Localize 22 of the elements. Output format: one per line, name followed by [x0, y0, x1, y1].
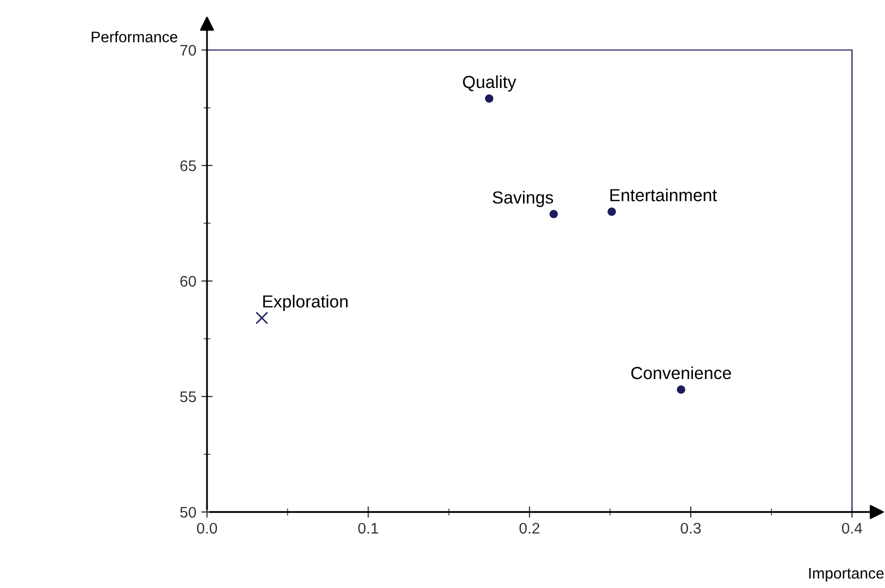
x-tick-label: 0.2 [519, 522, 540, 534]
annotation: Exploration [263, 294, 348, 312]
point [608, 208, 616, 216]
x-tick-label: 0.1 [358, 522, 378, 534]
y-tick-label: 50 [180, 506, 196, 518]
y-tick-label: 60 [180, 276, 196, 287]
x-tick-label: 0.0 [196, 522, 218, 534]
x-axis-title: Importance [809, 568, 884, 582]
y-axis-title: Performance [92, 31, 178, 42]
annotation: Savings [492, 190, 554, 208]
x-tick-label: 0.3 [680, 522, 701, 534]
annotation: Convenience [631, 366, 731, 380]
annotation: Entertainment [610, 188, 717, 202]
y-tick-label: 65 [180, 160, 196, 172]
y-tick-label: 70 [180, 44, 196, 56]
point [676, 385, 686, 394]
point [485, 94, 494, 103]
point [550, 210, 558, 218]
point [256, 312, 268, 324]
y-tick-label: 55 [180, 392, 196, 402]
annotation: Quality [462, 75, 516, 92]
x-tick-label: 0.4 [842, 522, 862, 534]
